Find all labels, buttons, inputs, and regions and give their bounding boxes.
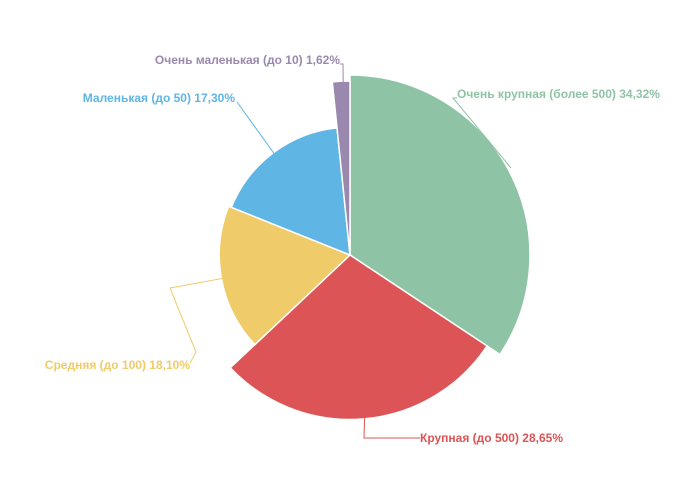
leader-line [451, 97, 512, 169]
label-leaders [169, 63, 512, 439]
pie-slice[interactable] [218, 205, 352, 346]
pie-slice[interactable] [229, 254, 489, 421]
slice-label: Крупная (до 500) 28,65% [420, 431, 563, 445]
slice-label: Очень крупная (более 500) 34,32% [457, 87, 660, 101]
leader-line [340, 63, 345, 169]
leader-line [363, 402, 420, 439]
pie-slices [218, 74, 531, 421]
slice-labels: Очень крупная (более 500) 34,32% Крупная … [45, 53, 660, 445]
slice-label: Маленькая (до 50) 17,30% [83, 91, 236, 105]
pie-slice[interactable] [331, 80, 351, 256]
slice-label: Средняя (до 100) 18,10% [45, 358, 191, 372]
leader-line [236, 101, 297, 185]
slice-label: Очень маленькая (до 10) 1,62% [155, 53, 340, 67]
leader-line [169, 271, 259, 364]
